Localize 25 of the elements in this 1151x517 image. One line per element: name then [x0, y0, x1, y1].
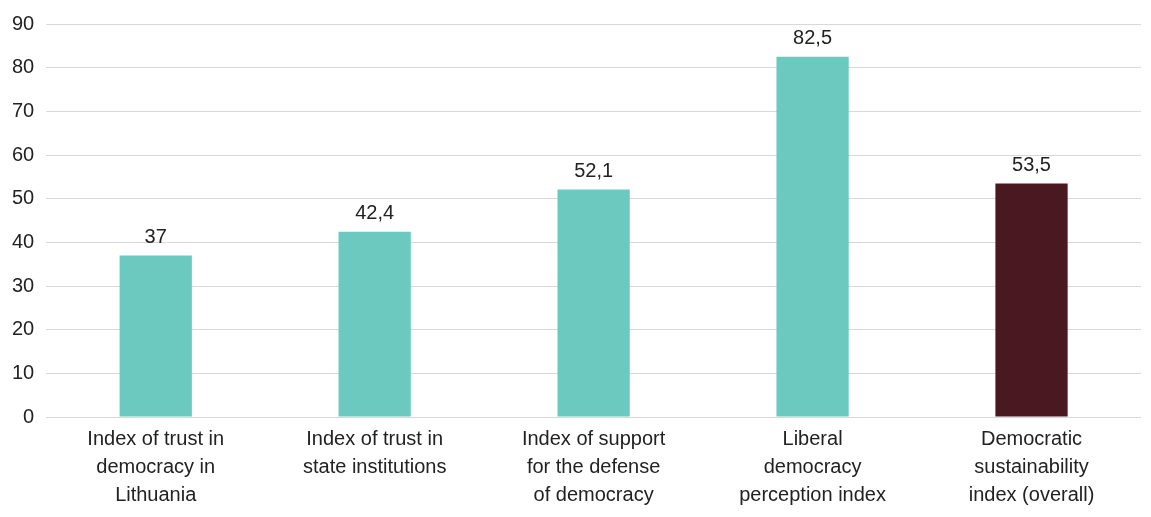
y-tick-label: 10 [12, 360, 35, 383]
data-label: 42,4 [355, 201, 395, 224]
x-tick-label: Liberal democracy perception index [739, 426, 886, 505]
x-tick-label: Index of support for the defense of democracy [521, 426, 666, 505]
y-tick-label: 0 [23, 404, 35, 427]
y-tick-label: 20 [12, 317, 35, 340]
y-tick-label: 70 [12, 98, 35, 121]
y-tick-label: 30 [12, 273, 35, 296]
y-tick-label: 90 [12, 11, 35, 34]
y-tick-label: 50 [12, 186, 35, 209]
y-tick-label: 40 [12, 229, 35, 252]
data-label: 52,1 [574, 159, 614, 182]
bar [338, 231, 411, 417]
y-tick-label: 60 [12, 142, 35, 165]
bar [119, 255, 192, 417]
data-label: 37 [144, 224, 167, 247]
data-label: 53,5 [1012, 152, 1051, 175]
bar [776, 56, 849, 417]
bar [557, 189, 630, 417]
data-label: 82,5 [793, 26, 833, 49]
y-tick-label: 80 [12, 55, 35, 78]
x-tick-label: Democratic sustainability index (overall) [968, 426, 1095, 505]
x-tick-label: Index of trust in state institutions [302, 426, 447, 477]
x-tick-label: Index of trust in democracy in Lithuania [87, 426, 225, 505]
bar [995, 183, 1068, 417]
